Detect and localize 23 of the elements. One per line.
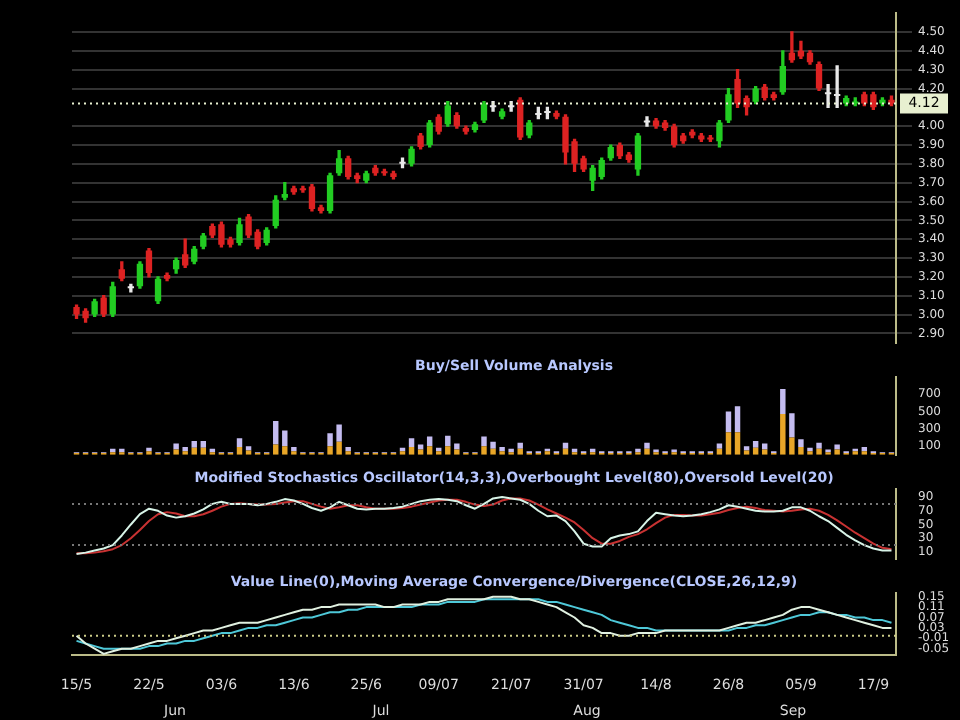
bar <box>725 432 732 455</box>
bar <box>798 439 804 447</box>
candlestick <box>643 116 651 127</box>
bar <box>562 442 569 449</box>
bar <box>282 430 288 447</box>
bar <box>408 438 415 447</box>
bar <box>236 438 243 447</box>
bar <box>734 406 741 433</box>
bar <box>273 421 279 445</box>
bar <box>200 440 207 448</box>
bar <box>734 432 741 455</box>
bar <box>834 444 840 450</box>
bar <box>761 443 768 450</box>
candlestick <box>833 65 841 109</box>
bar <box>725 411 732 433</box>
bar <box>752 440 759 448</box>
candlestick <box>824 84 832 109</box>
bar <box>454 443 460 450</box>
bar <box>517 442 523 449</box>
bar <box>417 444 424 450</box>
bar <box>191 440 197 448</box>
bar <box>644 442 650 449</box>
candlestick <box>127 283 135 293</box>
